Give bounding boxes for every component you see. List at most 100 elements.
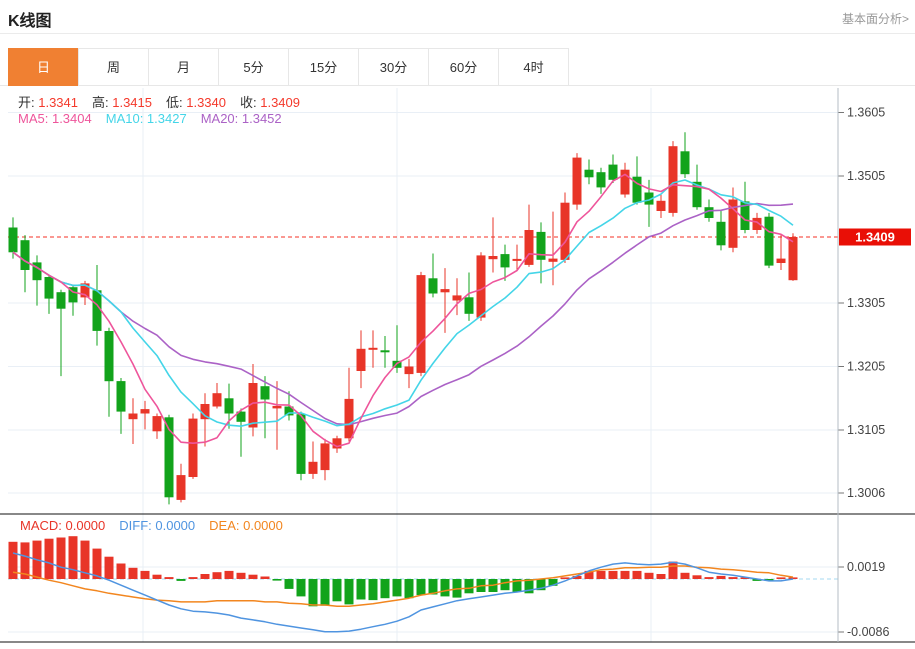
candle-body xyxy=(476,255,486,318)
macd-hist-bar xyxy=(164,577,174,579)
ma20-line xyxy=(12,202,794,426)
candle-body xyxy=(416,275,426,373)
ma5-line xyxy=(12,173,794,448)
candle-body xyxy=(500,254,510,268)
tab-4hour[interactable]: 4时 xyxy=(498,48,569,86)
price-axis-label: 1.3605 xyxy=(847,106,885,120)
macd-hist-bar xyxy=(740,577,750,579)
legend-value: 0.0000 xyxy=(243,518,283,533)
candle-body xyxy=(524,230,534,265)
macd-hist-bar xyxy=(236,572,246,579)
legend-value: 1.3404 xyxy=(51,111,92,126)
macd-hist-bar xyxy=(56,537,66,579)
candle-body xyxy=(572,157,582,205)
candle-body xyxy=(584,169,594,178)
macd-hist-bar xyxy=(116,563,126,579)
macd-hist-bar xyxy=(308,579,318,607)
candle-body xyxy=(188,418,198,477)
candle-body xyxy=(548,258,558,262)
macd-hist-bar xyxy=(572,575,582,579)
macd-hist-bar xyxy=(560,577,570,579)
macd-axis-label: -0.0086 xyxy=(847,625,889,639)
candle-body xyxy=(344,398,354,439)
macd-hist-bar xyxy=(248,574,258,579)
candle-body xyxy=(728,199,738,248)
price-axis-label: 1.3305 xyxy=(847,296,885,310)
macd-hist-bar xyxy=(428,579,438,595)
legend-label: DEA: xyxy=(209,518,244,533)
candle-body xyxy=(296,414,306,474)
tab-30min[interactable]: 30分 xyxy=(358,48,429,86)
tab-day[interactable]: 日 xyxy=(8,48,79,86)
macd-hist-bar xyxy=(680,572,690,579)
tab-60min[interactable]: 60分 xyxy=(428,48,499,86)
page-title: K线图 xyxy=(8,13,52,30)
fundamental-analysis-link[interactable]: 基本面分析> xyxy=(841,12,909,26)
candle-body xyxy=(752,217,762,230)
candle-body xyxy=(260,386,270,400)
macd-hist-bar xyxy=(80,540,90,579)
macd-hist-bar xyxy=(140,570,150,579)
macd-hist-bar xyxy=(92,548,102,579)
tab-month[interactable]: 月 xyxy=(148,48,219,86)
macd-hist-bar xyxy=(404,579,414,599)
candle-body xyxy=(656,200,666,211)
current-price-tag xyxy=(839,228,911,246)
candle-body xyxy=(452,295,462,301)
candle-body xyxy=(200,404,210,420)
legend-value: 0.0000 xyxy=(65,518,106,533)
macd-hist-bar xyxy=(344,579,354,605)
macd-hist-bar xyxy=(692,575,702,579)
legend-label: 高: xyxy=(92,95,113,110)
macd-hist-bar xyxy=(188,577,198,579)
macd-hist-bar xyxy=(512,579,522,592)
legend-value: 1.3340 xyxy=(186,95,226,110)
tab-week[interactable]: 周 xyxy=(78,48,149,86)
macd-hist-bar xyxy=(704,577,714,579)
candle-body xyxy=(140,409,150,414)
macd-hist-bar xyxy=(776,577,786,579)
macd-hist-bar xyxy=(464,579,474,594)
candle-body xyxy=(776,258,786,263)
tab-15min[interactable]: 15分 xyxy=(288,48,359,86)
legend-label: 开: xyxy=(18,95,39,110)
tab-5min[interactable]: 5分 xyxy=(218,48,289,86)
candle-body xyxy=(116,381,126,412)
candle-body xyxy=(332,438,342,449)
legend-value: 0.0000 xyxy=(155,518,196,533)
macd-hist-bar xyxy=(716,575,726,579)
candle-body xyxy=(80,283,90,298)
legend-label: MACD: xyxy=(20,518,66,533)
candle-body xyxy=(440,289,450,293)
candle-body xyxy=(560,202,570,260)
ma-legend: MA5: 1.3404 MA10: 1.3427 MA20: 1.3452 xyxy=(18,111,296,126)
candle-body xyxy=(272,405,282,409)
macd-hist-bar xyxy=(668,561,678,579)
candle-body xyxy=(380,350,390,353)
ohlc-legend: 开: 1.3341 高: 1.3415 低: 1.3340 收: 1.3409 xyxy=(18,92,314,111)
price-axis-label: 1.3205 xyxy=(847,360,885,374)
legend-value: 1.3427 xyxy=(146,111,187,126)
candle-body xyxy=(128,413,138,420)
macd-hist-bar xyxy=(536,579,546,591)
macd-hist-bar xyxy=(644,572,654,579)
candle-body xyxy=(284,406,294,416)
macd-hist-bar xyxy=(20,542,30,579)
ma10-line xyxy=(12,179,794,428)
page-header: K线图 基本面分析> xyxy=(0,0,915,34)
macd-hist-bar xyxy=(224,570,234,579)
candle-body xyxy=(428,278,438,294)
candle-body xyxy=(368,347,378,350)
macd-axis-label: 0.0019 xyxy=(847,560,885,574)
macd-hist-bar xyxy=(200,574,210,579)
macd-hist-bar xyxy=(596,570,606,579)
candle-body xyxy=(236,411,246,422)
legend-label: DIFF: xyxy=(119,518,156,533)
legend-label: 收: xyxy=(240,95,261,110)
candle-body xyxy=(404,366,414,375)
candle-body xyxy=(704,207,714,218)
macd-hist-bar xyxy=(104,556,114,579)
macd-hist-bar xyxy=(152,574,162,579)
candle-body xyxy=(320,443,330,471)
